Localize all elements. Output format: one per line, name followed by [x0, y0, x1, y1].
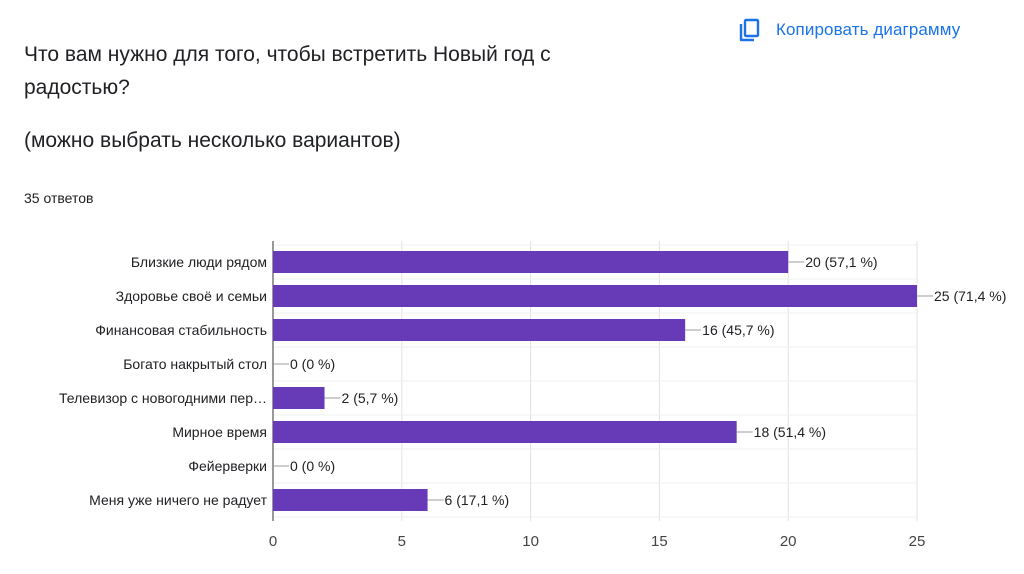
x-tick-label: 25 — [909, 533, 926, 550]
x-tick-label: 15 — [651, 533, 668, 550]
x-tick-label: 0 — [269, 533, 277, 550]
bar — [273, 387, 325, 409]
data-label: 0 (0 %) — [290, 356, 335, 372]
bar — [273, 285, 917, 307]
category-label: Богато накрытый стол — [123, 356, 267, 372]
data-label: 6 (17,1 %) — [445, 492, 510, 508]
bar — [273, 251, 789, 273]
category-label: Мирное время — [172, 424, 267, 440]
copy-chart-label: Копировать диаграмму — [776, 20, 961, 39]
bar — [273, 421, 737, 443]
data-label: 18 (51,4 %) — [754, 424, 826, 440]
category-label: Фейерверки — [188, 458, 267, 474]
question-subtitle: (можно выбрать несколько вариантов) — [24, 129, 401, 152]
x-tick-label: 5 — [398, 533, 406, 550]
category-label: Финансовая стабильность — [95, 322, 267, 338]
data-label: 0 (0 %) — [290, 458, 335, 474]
data-label: 20 (57,1 %) — [805, 254, 877, 270]
bar — [273, 489, 428, 511]
bar — [273, 319, 686, 341]
data-label: 2 (5,7 %) — [342, 390, 399, 406]
copy-icon — [739, 18, 760, 42]
category-label: Телевизор с новогодними пер… — [59, 390, 267, 406]
data-label: 16 (45,7 %) — [702, 322, 774, 338]
category-label: Близкие люди рядом — [131, 254, 267, 270]
category-label: Здоровье своё и семьи — [116, 288, 267, 304]
x-tick-label: 20 — [780, 533, 797, 550]
copy-chart-button[interactable]: Копировать диаграмму — [730, 12, 966, 48]
x-tick-label: 10 — [522, 533, 539, 550]
response-count: 35 ответов — [24, 190, 94, 206]
data-label: 25 (71,4 %) — [934, 288, 1006, 304]
question-title: Что вам нужно для того, чтобы встретить … — [24, 43, 551, 99]
category-label: Меня уже ничего не радует — [89, 492, 267, 508]
